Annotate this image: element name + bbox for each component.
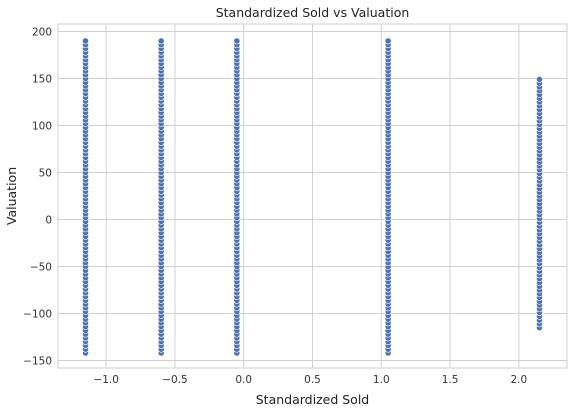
y-tick-label: −100	[23, 308, 52, 320]
x-tick-label: 0.5	[304, 374, 321, 386]
data-point	[536, 76, 543, 83]
y-tick-label: 100	[32, 121, 52, 133]
data-points	[82, 37, 543, 357]
x-axis-label: Standardized Sold	[256, 392, 370, 407]
x-tick-label: −1.0	[93, 374, 119, 386]
x-tick-label: 0.0	[235, 374, 252, 386]
y-tick-label: 50	[39, 168, 52, 180]
grid	[58, 24, 567, 368]
x-tick-label: 2.0	[510, 374, 527, 386]
data-point	[157, 37, 165, 45]
y-tick-label: −50	[30, 261, 52, 273]
x-tick-label: 1.0	[373, 374, 390, 386]
x-tick-label: 1.5	[442, 374, 459, 386]
data-point	[82, 37, 89, 45]
plot-frame	[57, 23, 568, 369]
data-point	[384, 37, 392, 45]
x-tick-labels: −1.0 −0.5 0.0 0.5 1.0 1.5 2.0	[93, 374, 527, 386]
y-tick-label: 0	[45, 214, 52, 226]
y-tick-label: −150	[23, 355, 52, 367]
y-axis-label: Valuation	[4, 167, 19, 225]
y-tick-labels: −150 −100 −50 0 50 100 150 200	[23, 27, 52, 368]
data-point	[233, 37, 241, 45]
y-tick-label: 200	[32, 27, 52, 39]
y-tick-label: 150	[32, 74, 52, 86]
x-tick-label: −0.5	[162, 374, 188, 386]
chart-title: Standardized Sold vs Valuation	[216, 5, 410, 20]
